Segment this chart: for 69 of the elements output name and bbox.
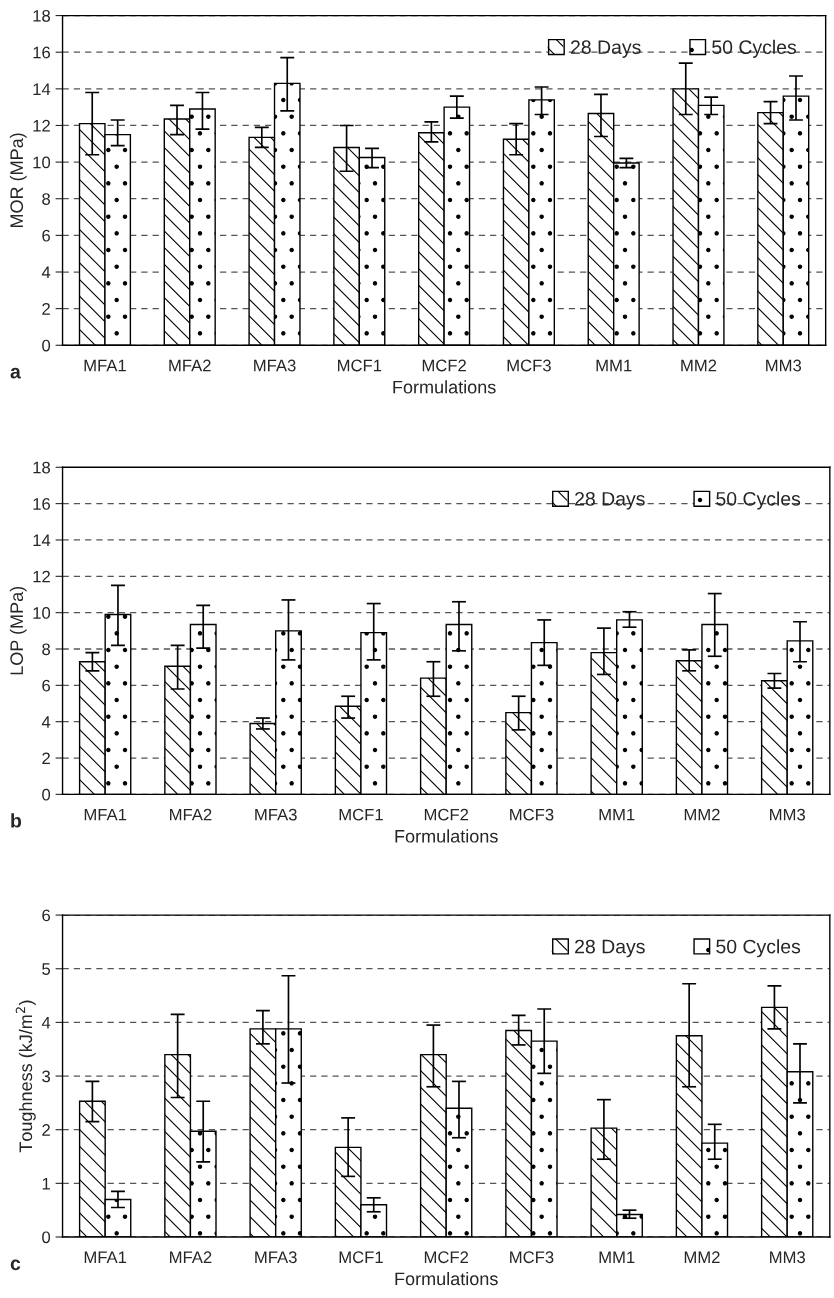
legend-label: 28 Days [570, 40, 641, 58]
x-axis-title: Formulations [393, 380, 496, 394]
x-axis-title: Formulations [395, 829, 498, 843]
y-tick-label: 16 [33, 498, 51, 510]
y-axis-title: MOR (MPa) [9, 133, 27, 228]
x-tick-label: MCF2 [424, 808, 469, 821]
legend-label: 50 Cycles [712, 39, 797, 58]
x-tick-label: MM3 [770, 808, 805, 821]
y-tick-label: 16 [33, 46, 51, 59]
x-tick-label: MFA1 [84, 359, 126, 372]
y-tick-label: 4 [41, 266, 51, 279]
x-tick-label: MM3 [770, 1251, 805, 1264]
y-tick-label: 6 [42, 229, 51, 242]
x-tick-label: MM1 [596, 359, 632, 372]
x-tick-label: MCF1 [339, 808, 383, 821]
y-tick-label: 10 [33, 607, 51, 619]
text: b [11, 813, 22, 828]
x-axis-title: Formulations [395, 1271, 498, 1286]
x-tick-label: MFA2 [170, 1251, 212, 1263]
x-tick-label: MM1 [599, 808, 635, 821]
y-tick-label: 12 [33, 119, 50, 132]
x-tick-label: MCF2 [424, 1251, 469, 1264]
x-tick-label: MCF1 [338, 359, 382, 372]
y-tick-label: 2 [42, 303, 50, 315]
x-tick-label: MFA2 [170, 808, 212, 821]
x-tick-label: MFA1 [84, 808, 127, 821]
y-tick-label: 2 [42, 752, 50, 765]
y-tick-label: 0 [42, 788, 51, 801]
x-tick-label: MM2 [684, 1251, 720, 1263]
x-tick-label: MM1 [599, 1251, 635, 1263]
x-tick-label: MFA3 [255, 1251, 297, 1264]
x-tick-label: MCF1 [339, 1251, 383, 1264]
y-tick-label: 8 [42, 643, 51, 656]
x-tick-label: MM2 [684, 808, 720, 821]
y-tick-label: 5 [42, 963, 51, 975]
x-tick-label: MM3 [766, 359, 802, 372]
legend-label: 50 Cycles [716, 491, 801, 510]
y-axis-title: LOP (MPa) [9, 586, 27, 675]
y-tick-label: 10 [33, 156, 51, 169]
y-tick-label: 6 [42, 679, 51, 692]
y-tick-label: 0 [42, 339, 51, 352]
legend-label: 50 Cycles [716, 939, 801, 958]
y-tick-label: 4 [41, 1016, 51, 1029]
y-tick-label: 18 [33, 9, 51, 22]
y-tick-label: 6 [42, 909, 51, 922]
x-tick-label: MCF2 [422, 359, 466, 372]
legend-label: 28 Days [575, 939, 645, 958]
y-tick-label: 14 [33, 83, 51, 95]
text: c [10, 1259, 21, 1271]
x-tick-label: MM2 [681, 359, 717, 372]
x-tick-label: MFA1 [84, 1251, 127, 1263]
y-tick-label: 12 [33, 570, 50, 583]
x-tick-label: MFA2 [169, 359, 211, 372]
x-tick-label: MFA3 [254, 359, 296, 372]
text: a [10, 367, 21, 379]
legend-label: 28 Days [575, 491, 645, 510]
y-tick-label: 2 [42, 1124, 50, 1136]
y-tick-label: 0 [42, 1231, 51, 1244]
x-tick-label: MCF3 [510, 808, 554, 821]
y-tick-label: 1 [42, 1177, 50, 1190]
y-tick-label: 8 [42, 193, 51, 205]
y-tick-label: 4 [41, 716, 51, 728]
y-tick-label: 18 [33, 461, 51, 474]
y-tick-label: 3 [42, 1070, 51, 1083]
y-tick-label: 14 [33, 534, 51, 547]
x-tick-label: MCF3 [510, 1251, 554, 1264]
x-tick-label: MFA3 [255, 808, 297, 821]
y-axis-title: Toughness (kJ/m$^{2}$) [15, 1000, 36, 1153]
x-tick-label: MCF3 [507, 359, 551, 372]
